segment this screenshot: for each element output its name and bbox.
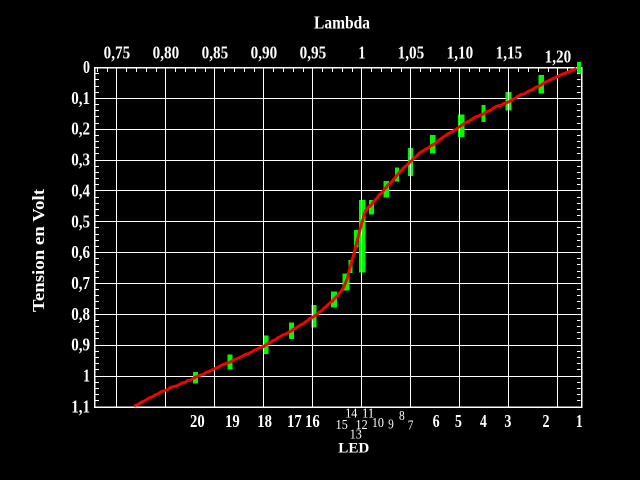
svg-text:0,2: 0,2 [71, 119, 90, 139]
svg-text:0,95: 0,95 [300, 43, 327, 63]
svg-text:1: 1 [358, 43, 365, 63]
svg-text:3: 3 [504, 411, 511, 431]
svg-text:1,05: 1,05 [398, 43, 425, 63]
svg-text:15: 15 [336, 417, 348, 432]
svg-text:18: 18 [257, 411, 272, 431]
svg-text:4: 4 [480, 411, 487, 431]
svg-text:1,15: 1,15 [496, 43, 523, 63]
svg-text:13: 13 [350, 427, 362, 442]
svg-text:Tension en Volt: Tension en Volt [29, 189, 48, 312]
svg-text:1,20: 1,20 [545, 47, 572, 67]
svg-text:1,10: 1,10 [447, 43, 474, 63]
svg-text:0,1: 0,1 [71, 88, 90, 108]
svg-text:0,4: 0,4 [71, 180, 90, 200]
svg-text:16: 16 [305, 411, 320, 431]
svg-text:14: 14 [345, 406, 357, 421]
svg-text:20: 20 [190, 411, 205, 431]
svg-text:0,85: 0,85 [202, 43, 229, 63]
svg-text:11: 11 [362, 406, 374, 421]
svg-text:0,7: 0,7 [71, 273, 90, 293]
svg-text:7: 7 [408, 418, 414, 433]
svg-text:17: 17 [287, 411, 302, 431]
svg-text:Lambda: Lambda [314, 13, 370, 33]
svg-text:0,9: 0,9 [71, 335, 90, 355]
svg-text:1,1: 1,1 [71, 396, 90, 416]
svg-text:2: 2 [543, 411, 550, 431]
svg-text:1: 1 [576, 411, 583, 431]
svg-text:10: 10 [372, 415, 384, 430]
svg-text:5: 5 [455, 411, 462, 431]
svg-text:0,80: 0,80 [153, 43, 180, 63]
svg-text:6: 6 [433, 411, 440, 431]
svg-text:0,75: 0,75 [104, 43, 131, 63]
svg-text:12: 12 [356, 417, 368, 432]
svg-text:9: 9 [388, 416, 394, 431]
svg-text:0: 0 [83, 57, 90, 77]
svg-text:8: 8 [399, 408, 405, 423]
svg-text:0,8: 0,8 [71, 304, 90, 324]
svg-text:0,3: 0,3 [71, 150, 90, 170]
svg-text:19: 19 [225, 411, 240, 431]
svg-text:1: 1 [83, 366, 90, 386]
svg-text:LED: LED [338, 440, 369, 456]
svg-text:0,6: 0,6 [71, 242, 90, 262]
svg-text:0,5: 0,5 [71, 211, 90, 231]
svg-text:0,90: 0,90 [251, 43, 278, 63]
